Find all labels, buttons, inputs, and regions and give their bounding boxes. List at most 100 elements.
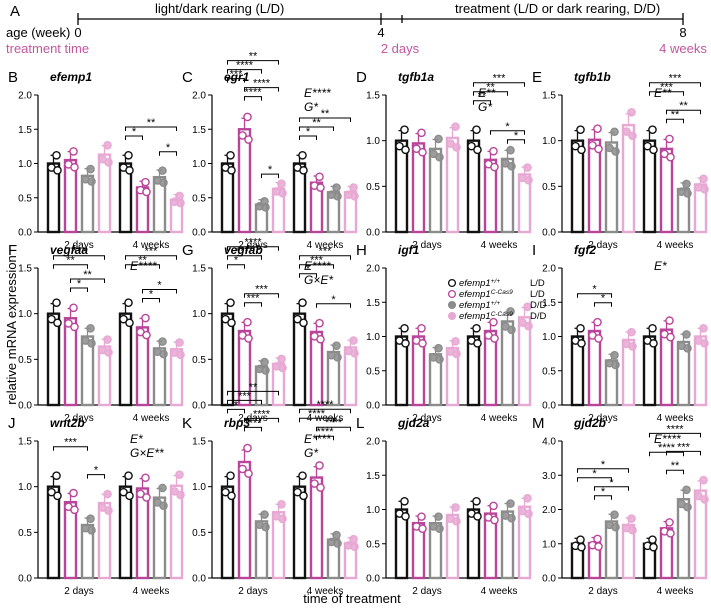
x-tick-label: 2 days	[588, 586, 617, 597]
data-point	[699, 174, 708, 184]
x-tick-label: 4 weeks	[133, 240, 170, 251]
data-point	[103, 335, 112, 344]
significance-label: ***	[64, 437, 78, 449]
data-point	[610, 350, 619, 360]
data-point	[299, 491, 308, 501]
y-tick-label: 1.5	[18, 125, 32, 136]
significance-bracket	[70, 278, 105, 283]
data-point	[243, 317, 252, 327]
bar	[63, 317, 78, 407]
data-point	[507, 513, 516, 523]
anova-stat: E*	[130, 432, 143, 446]
data-point	[627, 327, 636, 337]
data-point	[104, 348, 113, 357]
legend-marker	[447, 300, 457, 310]
data-point	[226, 150, 235, 160]
data-point	[87, 177, 96, 186]
data-point	[349, 534, 358, 544]
data-point	[103, 141, 112, 150]
data-point	[332, 341, 341, 350]
bar	[445, 136, 460, 234]
panel-letter: B	[8, 69, 18, 86]
legend-marker	[447, 278, 457, 288]
gene-title: efemp1	[50, 70, 92, 84]
x-tick-label: 2 days	[64, 413, 93, 424]
data-point	[594, 334, 603, 343]
significance-label: *	[94, 465, 99, 477]
data-point	[473, 512, 482, 521]
data-point	[700, 184, 709, 194]
significance-label: **	[679, 100, 688, 112]
data-point	[451, 503, 460, 512]
data-point	[577, 145, 586, 155]
y-tick-label: 1.0	[192, 159, 206, 170]
y-tick-label: 0.0	[366, 228, 380, 239]
significance-label: **	[312, 117, 321, 129]
bar	[237, 460, 252, 580]
bar	[46, 312, 61, 407]
data-point	[278, 363, 287, 373]
y-tick-label: 0.0	[18, 574, 32, 585]
x-tick-label: 2 days	[412, 413, 441, 424]
x-tick-label: 4 weeks	[307, 586, 344, 597]
panel-letter: K	[182, 415, 192, 432]
y-tick-label: 2.0	[192, 91, 206, 102]
y-tick-label: 1.0	[366, 332, 380, 343]
significance-label: ****	[244, 237, 262, 249]
y-tick-label: 1.0	[192, 482, 206, 493]
significance-label: *	[306, 126, 311, 138]
significance-bracket	[244, 426, 262, 432]
y-tick-label: 0.5	[366, 182, 380, 193]
gene-title: gjd2a	[397, 416, 430, 430]
significance-bracket	[244, 87, 279, 92]
significance-bracket	[142, 298, 160, 303]
data-point	[125, 318, 134, 328]
data-point	[53, 166, 62, 175]
data-point	[69, 303, 78, 313]
significance-bracket	[53, 264, 88, 269]
timeline-panel: A light/dark rearing (L/D) treatment (L/…	[6, 1, 707, 56]
data-point	[332, 183, 341, 192]
significance-label: *	[306, 264, 311, 276]
data-point	[299, 318, 308, 328]
data-point	[299, 166, 308, 175]
bar	[309, 476, 324, 580]
anova-stat: E****	[130, 259, 157, 273]
data-point	[571, 141, 580, 151]
data-point	[244, 135, 253, 144]
data-point	[593, 317, 602, 327]
significance-label: *	[601, 486, 606, 498]
bar	[517, 316, 532, 407]
bar	[411, 142, 426, 234]
significance-label: ****	[325, 417, 343, 429]
significance-bracket	[227, 255, 262, 260]
y-tick-label: 0.5	[18, 355, 32, 366]
data-point	[593, 534, 602, 544]
data-point	[666, 332, 675, 342]
data-point	[277, 500, 286, 509]
significance-label: ****	[236, 60, 254, 72]
data-point	[472, 496, 481, 506]
y-tick-label: 0.0	[192, 574, 206, 585]
data-point	[227, 166, 236, 175]
gene-title: tgfb1b	[574, 70, 611, 84]
y-tick-label: 2.0	[542, 505, 556, 516]
bar	[292, 485, 307, 580]
significance-label: ****	[244, 87, 262, 99]
anova-stat: G*	[304, 100, 318, 114]
significance-label: ****	[236, 246, 254, 258]
gene-title: egr1	[224, 70, 250, 84]
significance-bracket	[125, 135, 143, 141]
x-tick-label: 2 days	[238, 240, 267, 251]
data-point	[434, 512, 443, 521]
bar	[394, 139, 409, 234]
x-tick-label: 4 weeks	[481, 413, 518, 424]
data-point	[86, 514, 95, 523]
x-tick-label: 2 days	[238, 586, 267, 597]
